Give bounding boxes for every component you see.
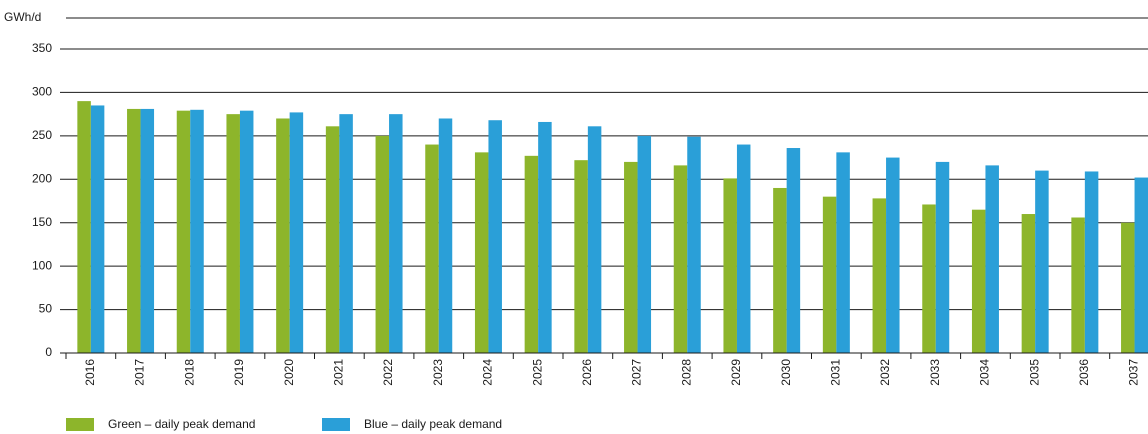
bar [127, 108, 141, 353]
bar [375, 135, 390, 353]
bar [90, 105, 105, 353]
bar [538, 121, 552, 354]
y-axis-label: GWh/d [4, 10, 41, 24]
bar [822, 196, 837, 353]
bar [587, 126, 602, 353]
x-tick-label: 2025 [530, 359, 544, 386]
bar [736, 144, 751, 353]
x-tick-label: 2020 [282, 359, 296, 386]
bar [1071, 217, 1085, 353]
x-tick-label: 2032 [878, 359, 892, 386]
bar [325, 126, 340, 353]
x-tick-label: 2017 [133, 359, 147, 386]
y-tick-label: 200 [32, 171, 52, 185]
bar [687, 136, 701, 353]
bar [574, 160, 588, 353]
x-tick-label: 2031 [829, 359, 843, 386]
bar [971, 209, 986, 353]
bar [226, 114, 240, 354]
bar [276, 118, 290, 353]
x-tick-label: 2026 [580, 359, 594, 386]
x-tick-label: 2036 [1077, 359, 1091, 386]
bar [1035, 170, 1049, 353]
y-tick-label: 250 [32, 128, 52, 142]
y-tick-label: 50 [39, 302, 53, 316]
x-tick-label: 2022 [381, 359, 395, 386]
bar [985, 165, 999, 353]
x-tick-label: 2027 [630, 359, 644, 386]
bar [637, 135, 652, 353]
x-tick-label: 2018 [182, 359, 196, 386]
bar [474, 152, 489, 353]
bar [1084, 171, 1099, 353]
x-tick-label: 2037 [1127, 359, 1141, 386]
y-tick-label: 0 [45, 345, 52, 359]
x-tick-label: 2028 [679, 359, 693, 386]
bar [886, 157, 900, 353]
x-tick-label: 2030 [779, 359, 793, 386]
bar [786, 148, 801, 353]
bar [339, 114, 353, 354]
bar [176, 110, 191, 353]
y-tick-label: 100 [32, 258, 52, 272]
bar [872, 198, 887, 353]
legend-swatch [322, 418, 350, 431]
x-tick-label: 2016 [83, 359, 97, 386]
bar [190, 109, 204, 353]
bar [1021, 214, 1036, 353]
bar [1121, 222, 1135, 353]
bar [77, 101, 91, 353]
y-tick-label: 350 [32, 41, 52, 55]
x-tick-label: 2023 [431, 359, 445, 386]
legend-label: Green – daily peak demand [108, 417, 255, 431]
x-tick-label: 2019 [232, 359, 246, 386]
legend-label: Blue – daily peak demand [364, 417, 502, 431]
bar [836, 152, 850, 353]
bar [140, 108, 155, 353]
x-tick-label: 2033 [928, 359, 942, 386]
x-tick-label: 2021 [332, 359, 346, 386]
bar [524, 155, 539, 353]
bar [289, 112, 304, 353]
bar [389, 114, 403, 354]
y-tick-label: 300 [32, 85, 52, 99]
x-tick-label: 2029 [729, 359, 743, 386]
bar [488, 120, 502, 353]
bar [624, 161, 638, 353]
bar [425, 144, 439, 353]
bar [922, 204, 936, 353]
x-tick-label: 2034 [978, 359, 992, 386]
bar [773, 187, 787, 353]
bar [723, 178, 737, 353]
x-tick-label: 2024 [481, 359, 495, 386]
bar [1134, 177, 1148, 353]
legend-swatch [66, 418, 94, 431]
y-tick-label: 150 [32, 215, 52, 229]
bar [239, 110, 254, 353]
bar [673, 165, 688, 353]
bar [935, 161, 950, 353]
x-tick-label: 2035 [1027, 359, 1041, 386]
bar [438, 118, 453, 353]
